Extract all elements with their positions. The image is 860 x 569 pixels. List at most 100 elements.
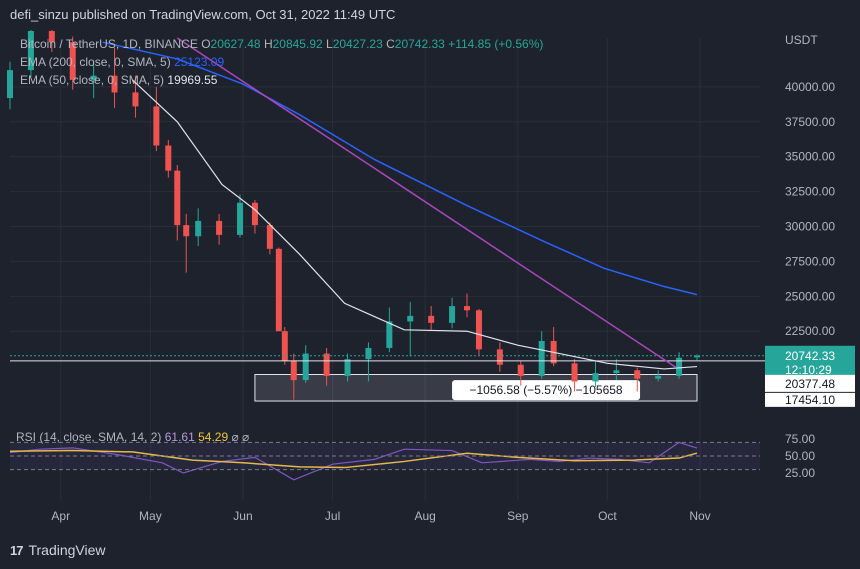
- time-tick-label: Jun: [233, 509, 252, 523]
- time-tick-label: Nov: [689, 509, 710, 523]
- low-key: L: [326, 37, 333, 51]
- candle-body: [111, 75, 118, 93]
- candle-body: [365, 347, 372, 360]
- candle-body: [323, 353, 330, 376]
- low-value: 17454.10: [785, 393, 835, 407]
- rsi-tick-label: 25.00: [785, 466, 815, 480]
- time-tick-label: Jul: [325, 509, 340, 523]
- candle-body: [496, 349, 503, 365]
- ema200-value: 25123.09: [174, 55, 225, 69]
- rsi-pane: [9, 441, 760, 481]
- time-tick-label: Aug: [415, 509, 436, 523]
- close-key: C: [386, 37, 395, 51]
- level-badge: [765, 374, 855, 392]
- chart-canvas[interactable]: −1056.58 (−5.57%) −105658 40000.00 37500.…: [0, 30, 860, 540]
- high-value: 20845.92: [272, 37, 323, 51]
- candle-body: [195, 220, 202, 237]
- high-key: H: [263, 37, 273, 51]
- candle-body: [655, 375, 662, 379]
- rsi-label: RSI (14, close, SMA, 14, 2): [16, 430, 162, 444]
- time-tick-label: Oct: [598, 509, 617, 523]
- time-tick-label: May: [139, 509, 162, 523]
- candle-body: [281, 331, 288, 361]
- publisher-bar: defi_sinzu published on TradingView.com,…: [0, 0, 860, 30]
- ema200-line: [102, 41, 698, 296]
- candle-body: [634, 370, 641, 379]
- axes: 40000.00 37500.00 35000.00 32500.00 30000.00…: [51, 33, 855, 523]
- candle-body: [464, 306, 471, 311]
- measure-label: −1056.58 (−5.57%) −105658: [469, 383, 622, 397]
- price-tick-label: 32500.00: [785, 185, 835, 199]
- rsi-legend[interactable]: RSI (14, close, SMA, 14, 2) 61.61 54.29 …: [16, 430, 249, 444]
- candle-body: [7, 70, 13, 99]
- countdown-value: 12:10:29: [785, 363, 832, 377]
- measure-label-bg: [452, 380, 641, 401]
- candle-body: [386, 321, 393, 348]
- candles: [7, 30, 701, 400]
- level-value: 20377.48: [785, 377, 835, 391]
- candle-body: [153, 106, 160, 146]
- trend-line: [176, 37, 677, 369]
- tradingview-brand[interactable]: 17 TradingView: [10, 542, 106, 558]
- candle-body: [48, 31, 55, 43]
- candle-body: [449, 306, 456, 323]
- candle-body: [174, 170, 181, 226]
- candle-body: [475, 310, 482, 350]
- candle-body: [344, 359, 351, 376]
- change-value: +114.85 (+0.56%): [448, 37, 544, 51]
- hide-icon[interactable]: ⌀ ⌀: [231, 430, 250, 444]
- candle-body: [251, 202, 258, 226]
- ema200-legend[interactable]: EMA (200, close, 0, SMA, 5) 25123.09: [20, 55, 224, 69]
- low-value: 20427.23: [332, 37, 383, 51]
- rsi-value: 61.61: [164, 430, 195, 444]
- price-tick-label: 27500.00: [785, 254, 835, 268]
- price-tick-label: 22500.00: [785, 324, 835, 338]
- last-price-value: 20742.33: [785, 349, 835, 363]
- price-tick-label: 37500.00: [785, 115, 835, 129]
- candle-body: [290, 360, 297, 381]
- open-key: O: [201, 37, 211, 51]
- grid: [10, 38, 760, 500]
- candle-body: [694, 355, 701, 358]
- low-badge: [765, 392, 855, 407]
- brand-name: TradingView: [28, 542, 106, 558]
- rsi-line: [9, 441, 698, 481]
- candle-body: [302, 353, 309, 381]
- ohlc-legend: Bitcoin / TetherUS, 1D, BINANCE O20627.4…: [20, 37, 543, 51]
- ema50-legend[interactable]: EMA (50, close, 0, SMA, 5) 19969.55: [20, 73, 217, 87]
- candle-body: [216, 220, 223, 235]
- price-tick-label: 30000.00: [785, 220, 835, 234]
- candle-body: [27, 31, 34, 71]
- time-tick-label: Sep: [507, 509, 529, 523]
- indicator-lines: [10, 37, 765, 370]
- price-tick-label: 40000.00: [785, 80, 835, 94]
- candle-body: [571, 363, 578, 382]
- open-value: 20627.48: [210, 37, 261, 51]
- rsi-tick-label: 75.00: [785, 432, 815, 446]
- rsi-tick-label: 50.00: [785, 449, 815, 463]
- rsi-sma-value: 54.29: [198, 430, 229, 444]
- candle-body: [613, 370, 620, 374]
- time-tick-label: Apr: [51, 509, 70, 523]
- rsi-sma-line: [9, 449, 698, 469]
- symbol-label[interactable]: Bitcoin / TetherUS, 1D, BINANCE: [20, 37, 198, 51]
- candle-body: [165, 145, 172, 171]
- candle-body: [275, 248, 282, 332]
- candle-body: [132, 92, 139, 107]
- candle-body: [517, 364, 524, 376]
- candle-body: [538, 340, 545, 376]
- candle-body: [266, 225, 273, 249]
- publisher-text: defi_sinzu published on TradingView.com,…: [10, 7, 396, 22]
- price-tick-label: 25000.00: [785, 289, 835, 303]
- measure-box: −1056.58 (−5.57%) −105658: [254, 374, 698, 402]
- candle-body: [237, 202, 243, 235]
- candle-body: [407, 315, 414, 322]
- candle-body: [676, 357, 683, 376]
- last-price-badge: [765, 345, 855, 378]
- price-tick-label: 35000.00: [785, 150, 835, 164]
- ema50-label: EMA (50, close, 0, SMA, 5): [20, 73, 165, 87]
- ema200-label: EMA (200, close, 0, SMA, 5): [20, 55, 171, 69]
- candle-body: [90, 75, 97, 80]
- ema50-line: [132, 79, 698, 370]
- candle-body: [69, 42, 76, 80]
